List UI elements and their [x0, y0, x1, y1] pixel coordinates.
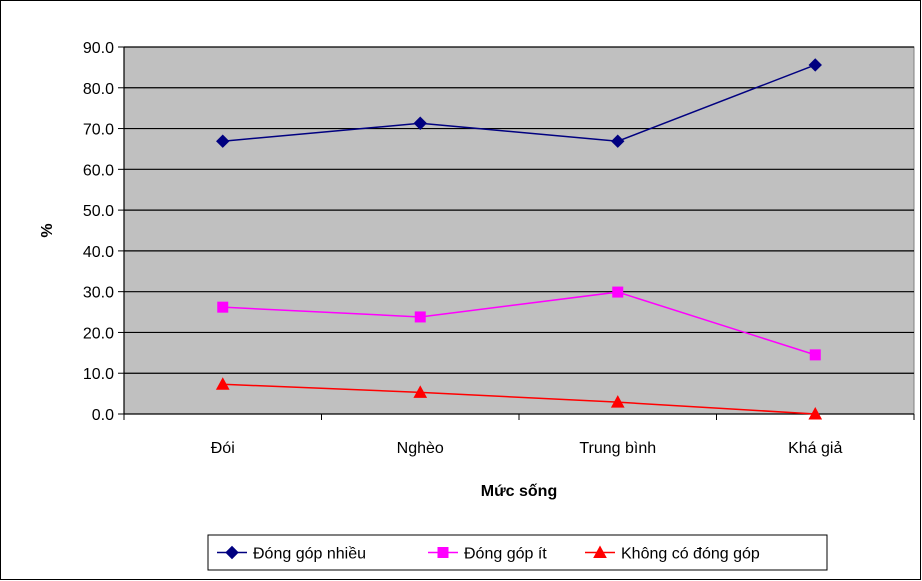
data-point — [413, 116, 427, 130]
series-1 — [216, 58, 822, 148]
y-tick-labels: 0.0 10.0 20.0 30.0 40.0 50.0 60.0 70.0 80.0 90.0 — [83, 40, 114, 424]
series-2 — [217, 286, 821, 361]
y-tick-label: 30.0 — [83, 285, 114, 302]
plot-area — [123, 46, 915, 415]
y-tick-label: 40.0 — [83, 244, 114, 261]
data-point — [414, 311, 426, 323]
x-tick-label: Đói — [211, 440, 235, 457]
legend: Đóng góp nhiều Đóng góp ít Không có đóng g… — [207, 534, 828, 571]
data-point — [612, 286, 624, 298]
y-tick-label: 60.0 — [83, 162, 114, 179]
legend-label: Đóng góp nhiều — [253, 546, 366, 563]
x-tick-label: Trung bình — [579, 440, 656, 457]
y-tick-label: 80.0 — [83, 81, 114, 98]
gridlines — [124, 46, 914, 374]
legend-item: Đóng góp nhiều — [217, 546, 366, 563]
axes — [118, 46, 915, 420]
series-line — [222, 291, 816, 356]
data-point — [808, 406, 823, 420]
data-point — [611, 134, 625, 148]
y-tick-label: 0.0 — [92, 407, 114, 424]
y-tick-label: 10.0 — [83, 366, 114, 383]
legend-marker — [437, 547, 449, 558]
x-tick-label: Nghèo — [397, 440, 444, 457]
x-axis-label: Mức sống — [481, 483, 557, 500]
legend-marker — [225, 545, 239, 560]
y-tick-label: 90.0 — [83, 40, 114, 57]
data-point — [610, 395, 625, 408]
data-point — [808, 58, 822, 72]
series-line — [222, 64, 816, 142]
legend-box — [207, 534, 828, 571]
y-tick-label: 20.0 — [83, 325, 114, 342]
y-tick-label: 50.0 — [83, 203, 114, 220]
data-point — [217, 301, 229, 313]
x-tick-label: Khá giả — [788, 440, 842, 457]
legend-item: Đóng góp ít — [428, 546, 547, 563]
y-tick-label: 70.0 — [83, 122, 114, 139]
series-layer — [215, 58, 823, 420]
data-point — [216, 134, 230, 148]
legend-item: Không có đóng góp — [585, 545, 760, 563]
data-point — [215, 377, 230, 390]
series-3 — [215, 377, 823, 420]
legend-label: Không có đóng góp — [621, 546, 760, 563]
data-point — [413, 385, 428, 398]
series-line — [222, 383, 816, 415]
y-axis-label: % — [39, 223, 56, 237]
legend-label: Đóng góp ít — [464, 546, 547, 563]
x-tick-labels: Đói Nghèo Trung bình Khá giả — [211, 440, 843, 457]
legend-marker — [593, 545, 607, 558]
data-point — [809, 349, 821, 361]
